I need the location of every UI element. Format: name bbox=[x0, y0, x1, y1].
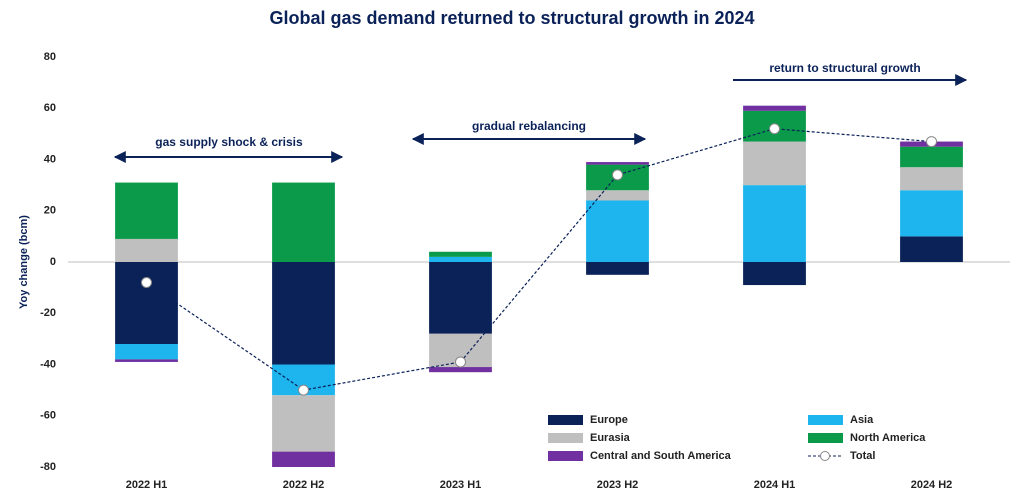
bar-segment bbox=[272, 395, 335, 452]
bar-segment bbox=[586, 262, 649, 275]
legend-label: Europe bbox=[590, 414, 628, 426]
x-tick-label: 2023 H2 bbox=[597, 479, 639, 491]
annotation: gas supply shock & crisis bbox=[155, 135, 303, 149]
bar-segment bbox=[429, 262, 492, 334]
bar-segment bbox=[900, 236, 963, 262]
x-tick-label: 2024 H2 bbox=[911, 479, 953, 491]
legend-label: Asia bbox=[850, 414, 874, 426]
bar-segment bbox=[586, 190, 649, 201]
bar-segment bbox=[272, 182, 335, 262]
annotation-arrow bbox=[113, 74, 968, 163]
annotation: gradual rebalancing bbox=[472, 119, 586, 133]
total-marker bbox=[769, 123, 780, 135]
legend-swatch bbox=[808, 415, 843, 425]
bar-segment bbox=[900, 190, 963, 237]
total-marker bbox=[926, 136, 937, 148]
total-line bbox=[146, 128, 932, 391]
bar-segment bbox=[900, 167, 963, 191]
total-marker bbox=[455, 356, 466, 368]
legend-label: Total bbox=[850, 450, 875, 462]
y-tick-label: 80 bbox=[44, 51, 56, 63]
bar-segment bbox=[115, 344, 178, 360]
legend-swatch bbox=[548, 451, 583, 461]
legend-swatch bbox=[548, 433, 583, 443]
x-tick-label: 2023 H1 bbox=[440, 479, 482, 491]
bar-segment bbox=[429, 256, 492, 262]
total-marker bbox=[612, 169, 623, 181]
y-tick-label: -60 bbox=[40, 410, 56, 422]
bar-segment bbox=[115, 238, 178, 262]
bar-segment bbox=[429, 367, 492, 373]
y-tick-label: 0 bbox=[50, 256, 56, 268]
total-marker bbox=[298, 384, 309, 396]
y-tick-label: -40 bbox=[40, 358, 56, 370]
bar-segment bbox=[586, 162, 649, 165]
x-tick-label: 2022 H1 bbox=[126, 479, 168, 491]
x-tick-label: 2024 H1 bbox=[754, 479, 796, 491]
bar-segment bbox=[272, 451, 335, 467]
bar-segment bbox=[586, 200, 649, 262]
legend-swatch bbox=[808, 433, 843, 443]
bar-segment bbox=[743, 262, 806, 286]
y-tick-label: -20 bbox=[40, 307, 56, 319]
chart-title: Global gas demand returned to structural… bbox=[269, 8, 754, 28]
legend-label: Eurasia bbox=[590, 432, 631, 444]
total-marker bbox=[141, 277, 152, 288]
y-axis-title: Yoy change (bcm) bbox=[18, 215, 30, 309]
bar-segment bbox=[900, 146, 963, 168]
bar-segment bbox=[743, 105, 806, 111]
y-tick-label: -80 bbox=[40, 461, 56, 473]
bar-segment bbox=[743, 141, 806, 186]
legend-swatch bbox=[820, 451, 830, 461]
bar-segment bbox=[429, 251, 492, 257]
bar-segment bbox=[743, 185, 806, 262]
bar-segment bbox=[115, 359, 178, 362]
bar-segment bbox=[115, 182, 178, 239]
y-tick-label: 40 bbox=[44, 153, 56, 165]
x-tick-label: 2022 H2 bbox=[283, 479, 325, 491]
legend-label: Central and South America bbox=[590, 450, 732, 462]
bar-segment bbox=[272, 262, 335, 365]
y-tick-label: 60 bbox=[44, 102, 56, 114]
legend-label: North America bbox=[850, 432, 926, 444]
annotation: return to structural growth bbox=[769, 61, 920, 75]
y-tick-label: 20 bbox=[44, 205, 56, 217]
bar-segment bbox=[115, 262, 178, 344]
legend-swatch bbox=[548, 415, 583, 425]
